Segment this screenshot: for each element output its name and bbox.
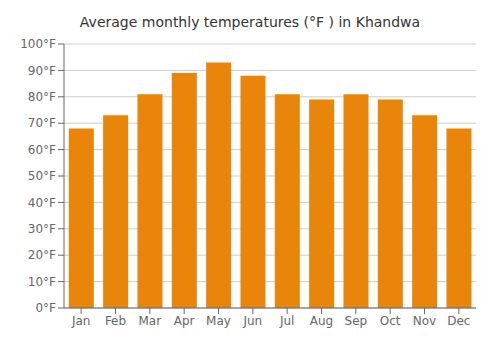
svg-text:Jan: Jan xyxy=(71,314,91,328)
svg-text:Mar: Mar xyxy=(139,314,162,328)
svg-text:100°F: 100°F xyxy=(20,37,56,51)
svg-text:50°F: 50°F xyxy=(28,169,56,183)
svg-text:70°F: 70°F xyxy=(28,116,56,130)
svg-text:10°F: 10°F xyxy=(28,275,56,289)
svg-text:Sep: Sep xyxy=(345,314,368,328)
svg-text:80°F: 80°F xyxy=(28,90,56,104)
svg-text:Dec: Dec xyxy=(447,314,470,328)
svg-text:Feb: Feb xyxy=(105,314,126,328)
svg-text:Apr: Apr xyxy=(174,314,195,328)
svg-text:60°F: 60°F xyxy=(28,143,56,157)
html-text:Average monthly temperatures (: Average monthly temperatures (°F ) in Kh… xyxy=(79,14,421,30)
svg-text:Oct: Oct xyxy=(380,314,401,328)
svg-text:Nov: Nov xyxy=(413,314,436,328)
svg-text:Aug: Aug xyxy=(310,314,333,328)
svg-text:30°F: 30°F xyxy=(28,222,56,236)
svg-text:May: May xyxy=(206,314,231,328)
svg-text:0°F: 0°F xyxy=(35,301,56,315)
svg-text:90°F: 90°F xyxy=(28,64,56,78)
svg-text:40°F: 40°F xyxy=(28,196,56,210)
svg-text:20°F: 20°F xyxy=(28,248,56,262)
svg-text:Jul: Jul xyxy=(279,314,294,328)
svg-text:Jun: Jun xyxy=(242,314,262,328)
